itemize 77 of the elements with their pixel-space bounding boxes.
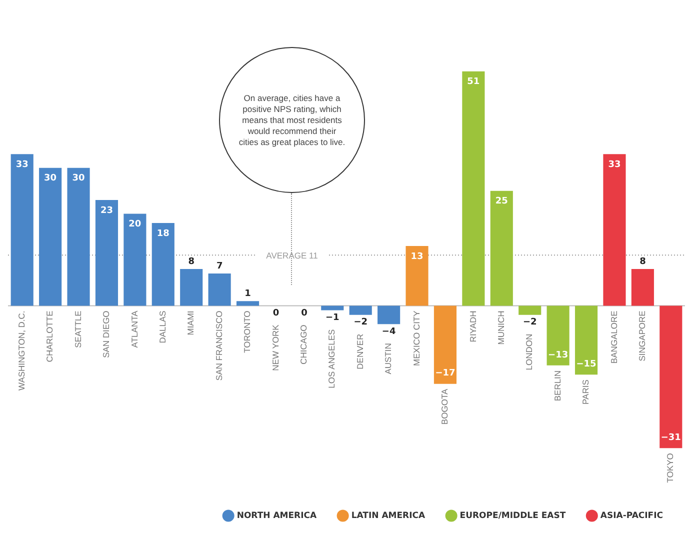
data-label: 8 [640, 256, 646, 267]
x-tick-label: LOS ANGELES [326, 328, 337, 388]
bar [462, 71, 485, 306]
bar [490, 190, 513, 306]
x-tick-label: NEW YORK [270, 324, 280, 371]
x-tick-label: CHICAGO [298, 324, 309, 364]
data-label: −17 [435, 368, 456, 379]
bar [378, 306, 400, 324]
bar [180, 268, 203, 306]
data-label: −2 [354, 318, 368, 328]
x-tick-label: BERLIN [552, 370, 562, 402]
data-label: 33 [608, 160, 621, 170]
bar [95, 200, 118, 306]
bar [546, 306, 570, 366]
data-label: 25 [495, 196, 508, 207]
data-label: −31 [660, 432, 681, 443]
legend-label: EUROPE/MIDDLE EAST [460, 510, 566, 521]
bar [434, 306, 457, 384]
data-label: 0 [301, 308, 308, 319]
callout-circle: On average, cities have a positive NPS rating, which means that most residents would recommend their cities as great places to live. [219, 47, 365, 193]
bar [574, 306, 598, 375]
bar [660, 306, 682, 448]
x-tick-label: MIAMI [186, 310, 196, 336]
x-tick-label: SEATTLE [72, 310, 83, 348]
bar [124, 214, 146, 306]
x-tick-label: TORONTO [242, 310, 252, 353]
data-label: 33 [16, 160, 28, 170]
bar [152, 222, 174, 306]
data-label: 8 [188, 256, 194, 267]
annotation: On average, cities have a positive NPS rating, which means that most residents would recommend their cities as great places to live. [238, 92, 346, 148]
bar [349, 306, 372, 315]
data-label: 7 [216, 261, 223, 272]
bar [67, 168, 90, 306]
bar [208, 274, 231, 306]
bar [236, 301, 260, 306]
x-tick-label: PARIS [580, 379, 591, 405]
data-label: −15 [576, 359, 596, 370]
x-tick-label: DENVER [354, 334, 365, 370]
data-label: 30 [72, 174, 85, 184]
data-label: 18 [156, 228, 170, 239]
data-label: −1 [325, 313, 340, 324]
x-tick-label: DALLAS [157, 310, 168, 344]
data-label: 23 [100, 206, 113, 216]
bar [321, 306, 344, 310]
bar [603, 154, 626, 306]
data-label: 13 [410, 252, 424, 262]
ref-line-label: AVERAGE 11 [266, 250, 318, 260]
bar [518, 306, 542, 315]
data-label: 20 [128, 220, 142, 230]
x-tick-label: BOGOTA [440, 388, 450, 425]
data-label: 0 [272, 308, 280, 319]
x-tick-label: AUSTIN [383, 343, 394, 374]
bar [406, 246, 428, 306]
x-tick-label: TOKYO [665, 452, 676, 483]
x-tick-label: CHARLOTTE [44, 310, 55, 362]
x-tick-label: SINGAPORE [637, 310, 648, 362]
x-tick-label: BANGALORE [608, 310, 619, 364]
x-tick-label: MEXICO CITY [411, 310, 422, 366]
data-label: 1 [244, 288, 251, 299]
data-label: −4 [382, 326, 396, 337]
bar [10, 154, 34, 306]
legend-label: NORTH AMERICA [236, 510, 317, 521]
x-tick-label: ATLANTA [129, 310, 140, 348]
x-tick-label: MUNICH [496, 310, 506, 345]
data-label: −2 [522, 318, 537, 328]
x-tick-label: LONDON [524, 334, 534, 370]
x-tick-label: RIYADH [468, 310, 478, 342]
data-label: −13 [548, 350, 568, 360]
data-label: 51 [467, 77, 480, 88]
x-tick-label: WASHINGTON, D.C. [16, 310, 26, 391]
x-tick-label: SAN DIEGO [101, 310, 112, 358]
x-tick-label: SAN FRANCISCO [214, 310, 224, 381]
legend-label: ASIA-PACIFIC [600, 510, 664, 521]
data-label: 30 [44, 174, 57, 184]
bar [39, 168, 62, 306]
bar [631, 268, 654, 306]
legend-label: LATIN AMERICA [351, 510, 426, 521]
